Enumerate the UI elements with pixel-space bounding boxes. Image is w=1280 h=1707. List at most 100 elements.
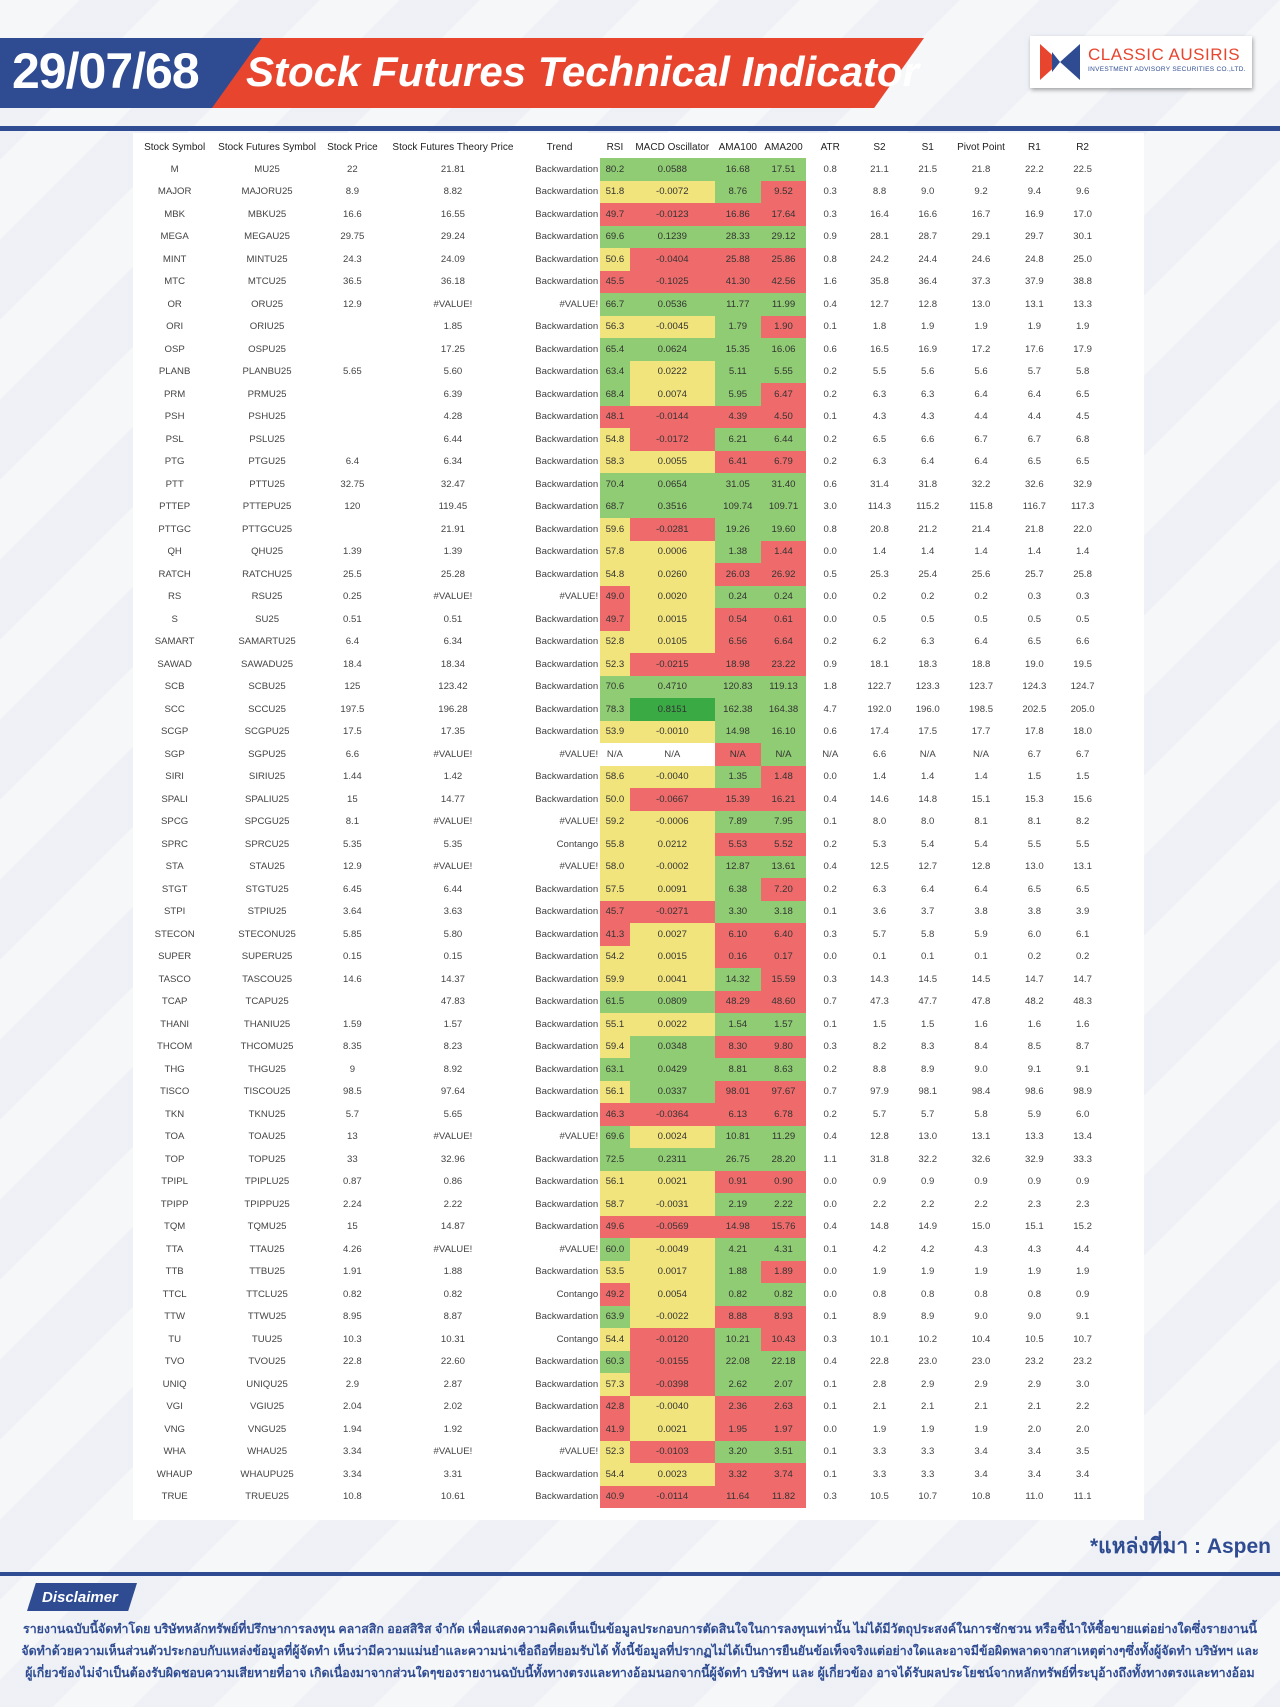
table-cell: RS [167,591,182,603]
table-cell: 12.87 [714,855,761,878]
table-cell: 1.48 [760,765,807,788]
table-cell: 4.3 [1027,1243,1042,1255]
table-cell: PTTGC [158,523,191,535]
table-cell: 1.5 [921,1018,935,1030]
company-logo: CLASSIC AUSIRIS INVESTMENT ADVISORY SECU… [1030,36,1252,88]
table-cell: 8.63 [760,1058,807,1081]
table-row: QH QHU25 1.39 1.39 Backwardation 57.8 0.0006 1.… [133,540,1108,563]
table-row: SUPER SUPERU25 0.15 0.15 Backwardation 54.2 0.… [133,945,1108,968]
table-cell: 0.2 [823,388,837,400]
table-cell: 29.75 [340,231,365,243]
table-row: TPIPL TPIPLU25 0.87 0.86 Backwardation 56.1 0.… [133,1170,1108,1193]
table-cell: 9.2 [974,186,988,198]
table-cell: 16.55 [440,208,465,220]
table-cell [318,428,387,451]
table-cell: TKNU25 [248,1108,286,1120]
disclaimer-tag [27,1583,137,1611]
table-cell: SAMARTU25 [238,636,296,648]
table-cell: 0.0429 [629,1058,715,1081]
table-cell: 0.24 [760,585,807,608]
table-cell: 1.6 [974,1018,988,1030]
table-cell: WHAU25 [247,1446,288,1458]
table-cell: 0.15 [343,951,362,963]
table-cell: 8.7 [1075,1041,1090,1053]
table-cell: Backwardation [535,388,599,400]
table-cell: 0.2 [872,591,887,603]
table-cell: 0.6 [823,343,837,355]
table-cell: 0.0 [823,951,837,963]
table-cell: 0.0337 [629,1080,715,1103]
table-cell: Backwardation [535,1401,599,1413]
table-row: PSL PSLU25 6.44 Backwardation 54.8 -0.0172 6.2… [133,428,1108,451]
table-cell: 10.2 [918,1333,938,1345]
table-cell: 10.7 [1073,1333,1092,1345]
table-cell: 0.0212 [629,833,715,856]
table-cell: 2.0 [1075,1423,1090,1435]
table-row: SPALI SPALIU25 15 14.77 Backwardation 50.0 -0.… [133,788,1108,811]
table-cell: 0.1 [823,1243,837,1255]
table-cell: 72.5 [600,1148,630,1171]
table-cell: 47.7 [918,996,938,1008]
table-cell: 12.8 [918,298,938,310]
table-cell: 0.82 [343,1288,362,1300]
table-cell: 0.8 [823,163,837,175]
table-cell: 5.35 [443,838,463,850]
table-cell: 6.6 [872,748,887,760]
table-cell: 0.24 [714,585,761,608]
table-cell: 3.4 [1027,1468,1042,1480]
table-row: THANI THANIU25 1.59 1.57 Backwardation 55.1 0.… [133,1013,1108,1036]
table-cell: 53.5 [600,1260,630,1283]
column-header: S2 [873,141,886,153]
table-cell: 0.8 [823,523,837,535]
table-cell: 6.6 [921,433,935,445]
table-cell: 2.62 [714,1373,761,1396]
table-cell: 25.88 [714,248,761,271]
table-cell: 0.2 [823,883,837,895]
table-cell: TTAU25 [249,1243,285,1255]
table-cell: 3.4 [974,1446,988,1458]
table-cell: 4.3 [872,411,887,423]
table-cell: 8.2 [872,1041,887,1053]
table-row: SPCG SPCGU25 8.1 #VALUE! #VALUE! 59.2 -0.0006 7… [133,810,1108,833]
table-cell: 13.1 [1073,861,1092,873]
table-cell: Backwardation [535,546,599,558]
table-cell: 17.0 [1073,208,1092,220]
table-cell: 4.2 [921,1243,935,1255]
table-cell: 23.2 [1073,1356,1092,1368]
table-cell: 1.54 [714,1013,761,1036]
table-cell: 4.28 [443,411,463,423]
table-cell: UNIQU25 [246,1378,288,1390]
table-cell: 3.74 [760,1463,807,1486]
table-cell: Backwardation [535,1356,599,1368]
table-cell: 0.0 [823,771,837,783]
table-cell: TOA [164,1131,185,1143]
table-cell: 119.13 [760,675,807,698]
table-cell: SAWADU25 [241,658,294,670]
table-cell: MEGA [160,231,189,243]
table-cell: 32.2 [918,1153,938,1165]
table-cell: 0.0 [823,613,837,625]
table-cell: 124.7 [1070,681,1095,693]
table-cell: 32.2 [971,478,991,490]
table-cell: 1.57 [760,1013,807,1036]
table-cell: #VALUE! [559,748,599,760]
table-cell: 24.2 [870,253,889,265]
table-cell: 5.60 [443,366,463,378]
table-cell: 6.4 [345,456,360,468]
table-cell: 61.5 [600,990,630,1013]
table-cell: 12.8 [971,861,991,873]
table-cell: 55.8 [600,833,630,856]
table-cell: 32.96 [440,1153,465,1165]
table-cell: ORIU25 [249,321,285,333]
table-cell: 22 [347,163,358,175]
table-cell: 1.5 [1027,771,1042,783]
table-cell: 24.09 [440,253,465,265]
table-cell: Backwardation [535,1468,599,1480]
table-cell: 6.41 [714,450,761,473]
table-cell: N/A [714,743,761,766]
table-cell: 26.92 [760,563,807,586]
table-cell: 0.3 [823,186,837,198]
table-cell: Backwardation [535,343,599,355]
table-cell: 10.43 [760,1328,807,1351]
table-cell: 6.3 [872,388,887,400]
